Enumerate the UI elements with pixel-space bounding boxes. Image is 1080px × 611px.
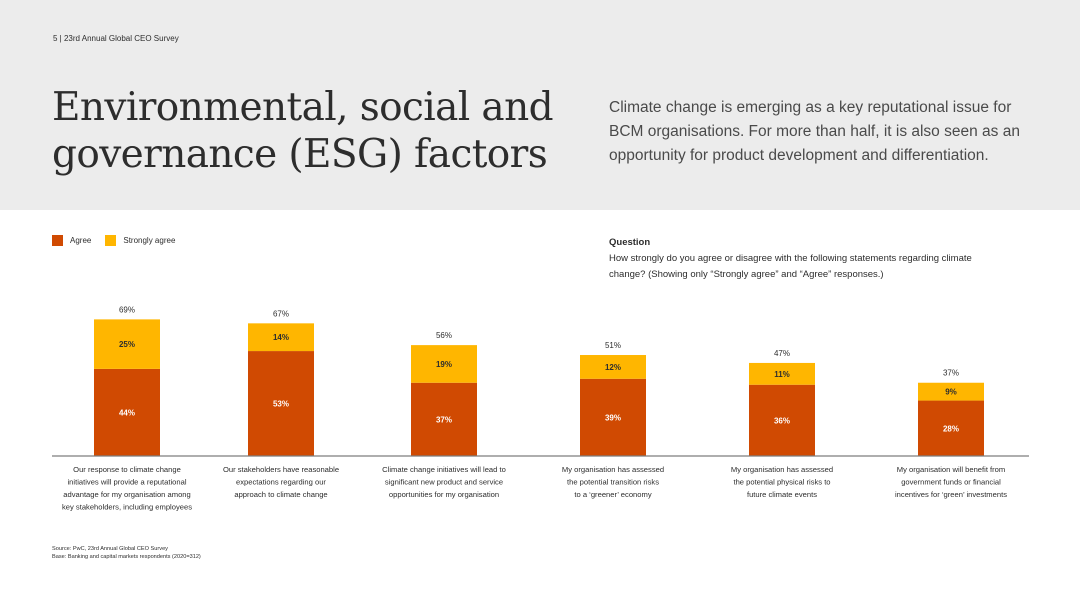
data-label-agree: 44% — [119, 408, 135, 417]
x-tick-label: My organisation has assessed the potentia… — [731, 465, 833, 499]
data-label-agree: 28% — [943, 424, 959, 433]
x-tick-label-line: Climate change initiatives will lead to — [382, 465, 506, 474]
data-label-agree: 53% — [273, 400, 289, 409]
x-tick-label-line: My organisation has assessed — [731, 465, 833, 474]
data-label-strongly-agree: 12% — [605, 363, 621, 372]
x-tick-label: Climate change initiatives will lead to s… — [382, 465, 506, 499]
x-tick-label-line: opportunities for my organisation — [389, 490, 499, 499]
legend-swatch-agree — [52, 235, 63, 246]
footnote-base: Base: Banking and capital markets respon… — [52, 554, 201, 560]
chart-legend: Agree Strongly agree — [52, 235, 189, 246]
x-tick-label-line: advantage for my organisation among — [63, 490, 191, 499]
bar-strongly-agree — [580, 355, 646, 379]
data-label-total: 69% — [119, 305, 135, 314]
legend-label-agree: Agree — [70, 236, 92, 245]
data-label-agree: 36% — [774, 416, 790, 425]
x-tick-label: My organisation has assessed the potentia… — [562, 465, 664, 499]
question-heading: Question — [609, 237, 651, 248]
legend-label-strongly-agree: Strongly agree — [123, 236, 176, 245]
stacked-bar-chart: 44% 25% 69% 53% 14% 67% 37% 19% 56% 39% 12% 51% 36% 1… — [52, 305, 1029, 512]
bar-agree — [580, 378, 646, 456]
bar-strongly-agree — [94, 319, 160, 369]
data-label-total: 51% — [605, 341, 621, 350]
data-label-strongly-agree: 25% — [119, 340, 135, 349]
data-label-total: 56% — [436, 331, 452, 340]
data-label-agree: 39% — [605, 413, 621, 422]
x-tick-label-line: incentives for ‘green’ investments — [895, 490, 1007, 499]
x-tick-label-line: to a ‘greener’ economy — [574, 490, 651, 499]
data-label-total: 37% — [943, 369, 959, 378]
bar-strongly-agree — [411, 345, 477, 383]
bar-strongly-agree — [749, 362, 815, 385]
x-tick-label-line: approach to climate change — [234, 490, 327, 499]
bar-agree — [248, 351, 314, 456]
x-tick-label-line: initiatives will provide a reputational — [67, 478, 186, 487]
x-tick-label: My organisation will benefit from governm… — [895, 465, 1007, 499]
x-tick-label-line: expectations regarding our — [236, 478, 326, 487]
data-label-strongly-agree: 9% — [945, 388, 957, 397]
data-label-strongly-agree: 14% — [273, 333, 289, 342]
x-tick-label-line: Our stakeholders have reasonable — [223, 465, 339, 474]
bar-agree — [411, 382, 477, 456]
x-tick-label-line: key stakeholders, including employees — [62, 503, 192, 512]
bar-strongly-agree — [248, 323, 314, 352]
x-tick-label-line: the potential transition risks — [567, 478, 659, 487]
footnote: Source: PwC, 23rd Annual Global CEO Surv… — [52, 545, 201, 561]
x-tick-label: Our stakeholders have reasonable expectat… — [223, 465, 339, 499]
data-label-agree: 37% — [436, 415, 452, 424]
x-tick-label: Our response to climate change initiative… — [62, 465, 192, 512]
x-tick-label-line: My organisation will benefit from — [897, 465, 1005, 474]
header-band — [0, 0, 1080, 210]
bar-agree — [918, 400, 984, 456]
data-label-total: 67% — [273, 309, 289, 318]
intro-text: Climate change is emerging as a key repu… — [609, 99, 1020, 164]
legend-swatch-strongly-agree — [105, 235, 117, 246]
x-tick-label-line: future climate events — [747, 490, 817, 499]
x-tick-label-line: government funds or financial — [901, 478, 1001, 487]
bar-strongly-agree — [918, 382, 984, 401]
x-tick-label-line: the potential physical risks to — [733, 478, 830, 487]
question-text: How strongly do you agree or disagree wi… — [609, 253, 972, 280]
data-label-strongly-agree: 11% — [774, 370, 790, 379]
question-block: Question How strongly do you agree or di… — [609, 235, 1009, 283]
data-label-strongly-agree: 19% — [436, 360, 452, 369]
x-tick-label-line: significant new product and service — [385, 478, 503, 487]
x-tick-label-line: Our response to climate change — [73, 465, 181, 474]
data-label-total: 47% — [774, 349, 790, 358]
bar-agree — [94, 368, 160, 456]
legend-item-agree: Agree — [52, 235, 91, 246]
x-tick-label-line: My organisation has assessed — [562, 465, 664, 474]
bar-agree — [749, 384, 815, 456]
page-title: Environmental, social and governance (ES… — [52, 85, 554, 177]
legend-item-strongly-agree: Strongly agree — [105, 235, 175, 246]
page-header: 5 | 23rd Annual Global CEO Survey — [53, 34, 179, 43]
footnote-source: Source: PwC, 23rd Annual Global CEO Surv… — [52, 546, 168, 552]
